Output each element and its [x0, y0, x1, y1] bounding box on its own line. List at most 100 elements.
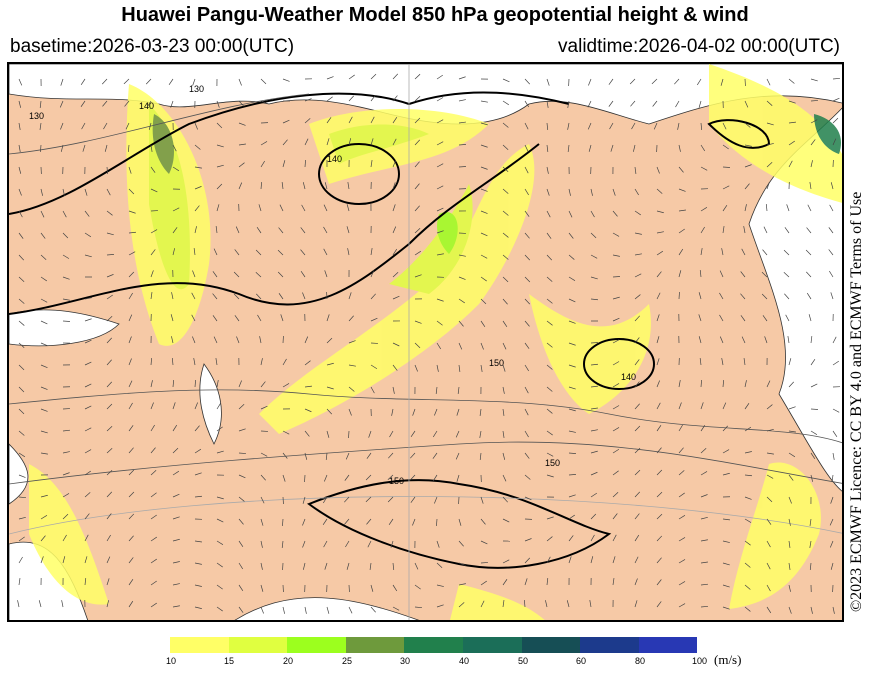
wind-vector	[216, 144, 224, 148]
wind-vector	[282, 119, 290, 124]
wind-vector	[568, 276, 576, 281]
wind-vector	[62, 429, 70, 432]
wind-vector	[590, 276, 598, 280]
wind-vector	[323, 540, 328, 548]
wind-vector	[414, 117, 421, 124]
wind-vector	[84, 254, 92, 258]
wind-vector	[150, 292, 153, 300]
wind-vector	[326, 76, 334, 80]
wind-vector	[193, 248, 196, 256]
wind-vector	[370, 606, 376, 613]
wind-vector	[172, 605, 180, 608]
wind-vector	[832, 408, 840, 413]
wind-vector	[546, 166, 549, 174]
wind-vector	[18, 320, 25, 326]
wind-vector	[678, 402, 682, 410]
wind-vector	[568, 494, 576, 498]
wind-vector	[193, 358, 196, 366]
wind-vector	[168, 78, 174, 85]
wind-vector	[744, 380, 747, 388]
wind-vector	[18, 342, 25, 348]
wind-vector	[480, 210, 488, 214]
wind-vector	[212, 315, 218, 322]
wind-vector	[414, 95, 421, 102]
wind-vector	[392, 248, 398, 256]
wind-vector	[722, 144, 729, 150]
wind-vector	[348, 408, 352, 416]
wind-vector	[326, 96, 333, 102]
wind-vector	[590, 254, 598, 259]
colorbar-tick: 20	[283, 656, 294, 666]
wind-vector	[744, 474, 752, 477]
wind-vector	[656, 336, 660, 344]
wind-vector	[524, 578, 528, 586]
wind-vector	[722, 584, 730, 588]
wind-vector	[524, 599, 526, 608]
wind-vector	[370, 364, 378, 370]
wind-vector	[432, 474, 438, 482]
wind-vector	[810, 139, 816, 146]
wind-vector	[62, 493, 70, 498]
contour-labels: 130 140 150 140 150 150 140 130	[29, 84, 636, 486]
wind-vector	[414, 606, 422, 609]
wind-vector	[656, 210, 664, 214]
wind-vector	[678, 492, 685, 498]
wind-vector	[84, 492, 91, 498]
wind-vector	[128, 447, 134, 454]
wind-vector	[128, 271, 135, 278]
wind-vector	[678, 188, 686, 192]
wind-vector	[829, 518, 834, 526]
wind-vector	[434, 408, 438, 416]
wind-vector	[18, 474, 26, 478]
wind-vector	[810, 160, 813, 168]
wind-vector	[590, 471, 598, 476]
wind-vector	[18, 430, 25, 436]
wind-shading	[29, 64, 842, 620]
wind-vector	[368, 430, 372, 438]
wind-vector	[192, 270, 196, 278]
wind-vector	[788, 430, 796, 433]
wind-vector	[785, 314, 790, 322]
wind-vector	[277, 271, 284, 278]
wind-vector	[326, 408, 333, 415]
wind-vector	[392, 386, 395, 394]
wind-vector	[128, 166, 132, 174]
wind-vector	[678, 209, 686, 212]
wind-vector	[106, 232, 114, 236]
wind-vector	[344, 474, 350, 481]
wind-vector	[104, 144, 108, 152]
wind-vector	[788, 540, 791, 548]
wind-vector	[234, 315, 240, 322]
wind-vector	[700, 248, 703, 256]
wind-vector	[761, 271, 768, 278]
wind-vector	[568, 342, 576, 346]
wind-vector	[766, 380, 771, 388]
wind-vector	[346, 204, 350, 212]
wind-vector	[612, 513, 618, 520]
wind-vector	[106, 578, 110, 586]
wind-vector	[828, 249, 834, 256]
wind-vector	[633, 144, 636, 152]
wind-vector	[524, 188, 529, 196]
wind-vector	[106, 469, 113, 476]
wind-vector	[302, 540, 306, 548]
wind-vector	[216, 562, 223, 568]
wind-vector	[634, 315, 640, 322]
wind-vector	[458, 518, 462, 526]
wind-vector	[80, 78, 86, 86]
wind-vector	[260, 540, 263, 548]
wind-vector	[194, 186, 202, 190]
wind-vector	[150, 270, 154, 278]
wind-vector	[634, 381, 640, 388]
wind-vector	[832, 606, 835, 614]
wind-vector	[568, 474, 577, 476]
wind-vector	[524, 100, 530, 108]
wind-vector	[436, 230, 444, 234]
wind-vector	[370, 386, 375, 394]
wind-vector	[84, 578, 87, 586]
wind-vector	[150, 380, 153, 388]
wind-vector	[392, 116, 398, 124]
wind-vector	[589, 600, 592, 608]
wind-vector	[18, 210, 23, 218]
wind-vector	[698, 314, 702, 322]
